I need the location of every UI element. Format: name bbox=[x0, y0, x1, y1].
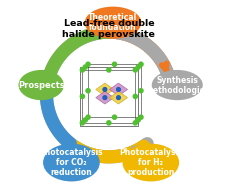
Polygon shape bbox=[109, 91, 127, 104]
Circle shape bbox=[106, 121, 110, 125]
Polygon shape bbox=[109, 83, 127, 96]
Text: Prospects: Prospects bbox=[18, 81, 64, 90]
Circle shape bbox=[138, 62, 142, 66]
Ellipse shape bbox=[18, 70, 64, 100]
Circle shape bbox=[135, 65, 140, 69]
Polygon shape bbox=[95, 91, 113, 104]
Text: Photocatalysis
for CO₂
reduction: Photocatalysis for CO₂ reduction bbox=[39, 148, 103, 177]
Circle shape bbox=[138, 115, 142, 119]
Circle shape bbox=[80, 68, 84, 72]
Circle shape bbox=[83, 118, 87, 122]
Circle shape bbox=[112, 62, 116, 66]
Circle shape bbox=[112, 115, 116, 119]
Circle shape bbox=[116, 88, 120, 91]
Circle shape bbox=[86, 89, 90, 93]
Circle shape bbox=[106, 68, 110, 72]
Bar bbox=[79, 67, 137, 126]
Circle shape bbox=[80, 94, 84, 98]
Ellipse shape bbox=[43, 144, 99, 181]
Text: Photocatalysis
for H₂
production: Photocatalysis for H₂ production bbox=[118, 148, 182, 177]
Circle shape bbox=[135, 118, 140, 122]
Ellipse shape bbox=[122, 144, 178, 181]
Circle shape bbox=[103, 88, 106, 91]
Polygon shape bbox=[95, 83, 113, 96]
Circle shape bbox=[86, 115, 90, 119]
Circle shape bbox=[80, 121, 84, 125]
Text: Theoretical
foundation: Theoretical foundation bbox=[88, 13, 137, 32]
Ellipse shape bbox=[151, 70, 202, 100]
Ellipse shape bbox=[84, 7, 141, 39]
Circle shape bbox=[133, 68, 137, 72]
Text: Synthesis
methodologies: Synthesis methodologies bbox=[144, 76, 209, 94]
Circle shape bbox=[133, 121, 137, 125]
Text: Lead-free double
halide perovskite: Lead-free double halide perovskite bbox=[62, 19, 155, 39]
Circle shape bbox=[116, 96, 120, 100]
Circle shape bbox=[138, 89, 142, 93]
Circle shape bbox=[133, 94, 137, 98]
Circle shape bbox=[83, 65, 87, 69]
Circle shape bbox=[86, 62, 90, 66]
Circle shape bbox=[103, 96, 106, 100]
